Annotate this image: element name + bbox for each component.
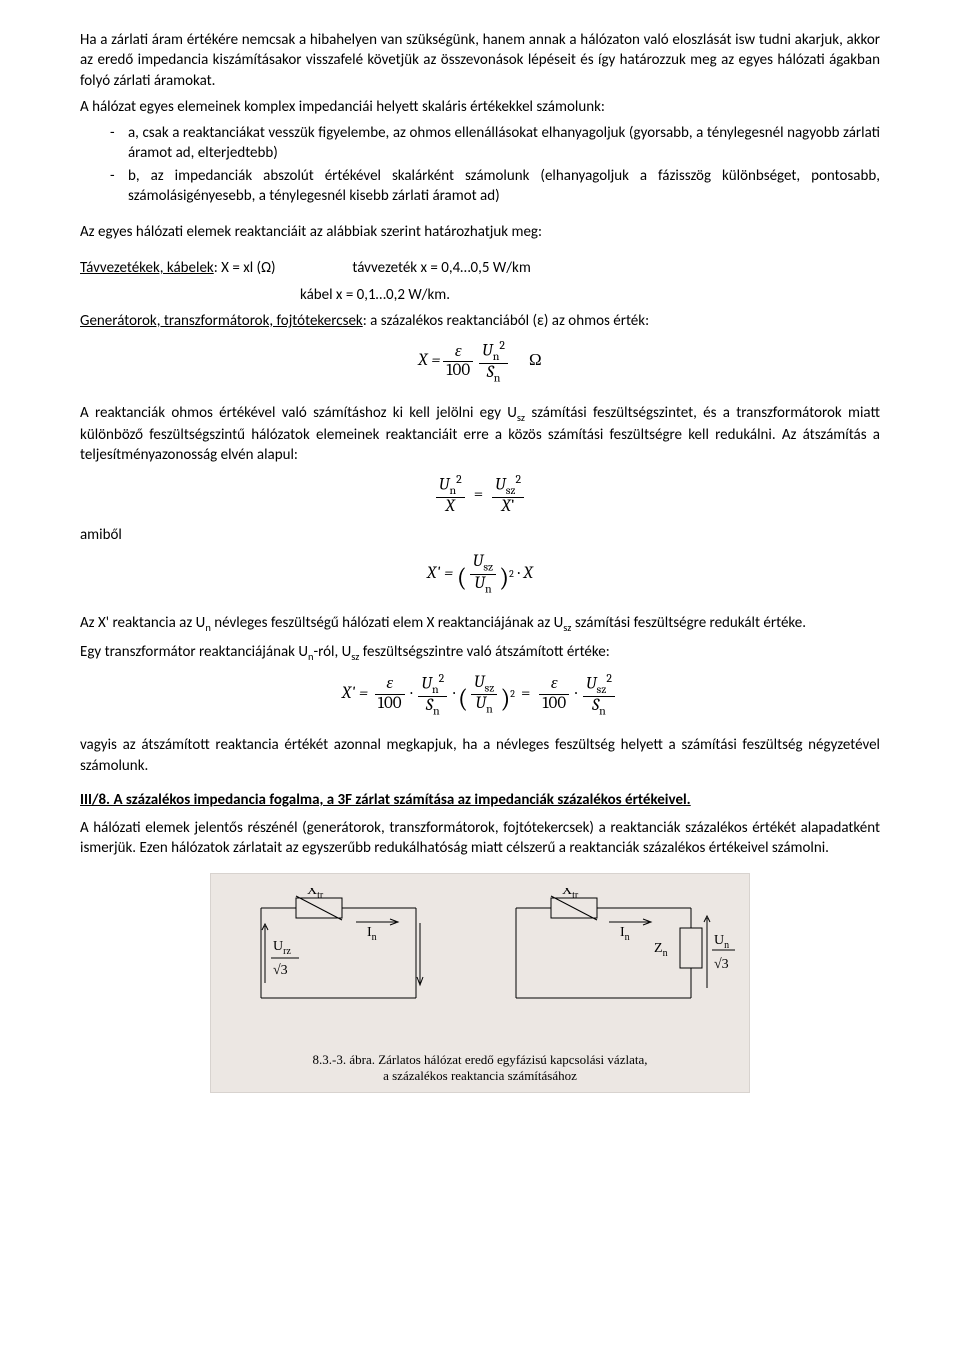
para-percent-intro: A hálózati elemek jelentős részénél (gen… — [80, 818, 880, 859]
value-transmission-formula: : X = xl (Ω) — [214, 259, 276, 277]
formula-power-eq: Un2 X = Usz2 X' — [80, 473, 880, 517]
list-methods: a, csak a reaktanciákat vesszük figyelem… — [80, 123, 880, 206]
line-generators: Generátorok, transzformátorok, fojtóteke… — [80, 311, 880, 331]
svg-text:In: In — [367, 925, 377, 943]
page: Ha a zárlati áram értékére nemcsak a hib… — [40, 0, 920, 1103]
para-intro-1: Ha a zárlati áram értékére nemcsak a hib… — [80, 30, 880, 91]
para-transformer-recalc: Egy transzformátor reaktanciájának Un-ró… — [80, 642, 880, 664]
para-x-prime-desc: Az X' reaktancia az Un névleges feszülts… — [80, 613, 880, 635]
figure-8-3-3: Xtr In Urz √3 Xtr In Zn Un √3 8.3.-3. áb… — [210, 873, 750, 1094]
amibol: amiből — [80, 525, 880, 545]
list-item-a: a, csak a reaktanciákat vesszük figyelem… — [110, 123, 880, 164]
para-reactance-intro: Az egyes hálózati elemek reaktanciáit az… — [80, 222, 880, 242]
section-heading: III/8. A százalékos impedancia fogalma, … — [80, 790, 880, 810]
svg-text:Xtr: Xtr — [307, 888, 324, 901]
formula-x-eps: X = ε 100 Un2 Sn Ω — [80, 339, 880, 385]
line-cable: kábel x = 0,1…0,2 W/km. — [80, 285, 880, 305]
value-transmission-x: távvezeték x = 0,4…0,5 W/km — [352, 259, 530, 277]
label-transmission: Távvezetékek, kábelek — [80, 259, 214, 277]
figure-caption: 8.3.-3. ábra. Zárlatos hálózat eredő egy… — [221, 1052, 739, 1085]
svg-text:Urz: Urz — [273, 939, 291, 957]
svg-text:Zn: Zn — [654, 941, 668, 959]
list-item-b: b, az impedanciák abszolút értékével ska… — [110, 166, 880, 207]
line-transmission: Távvezetékek, kábelek: X = xl (Ω) távvez… — [80, 258, 880, 278]
para-intro-2: A hálózat egyes elemeinek komplex impeda… — [80, 97, 880, 117]
value-generators-text: : a százalékos reaktanciából (ε) az ohmo… — [363, 312, 649, 330]
svg-text:Xtr: Xtr — [562, 888, 579, 901]
svg-text:√3: √3 — [714, 957, 729, 972]
label-generators: Generátorok, transzformátorok, fojtóteke… — [80, 312, 363, 330]
para-conclusion: vagyis az átszámított reaktancia értékét… — [80, 735, 880, 776]
svg-text:In: In — [620, 925, 630, 943]
svg-text:√3: √3 — [273, 963, 288, 978]
formula-x-prime: X' = ( Usz Un )2 · X — [80, 553, 880, 595]
svg-text:Un: Un — [714, 933, 729, 951]
circuit-diagram: Xtr In Urz √3 Xtr In Zn Un √3 — [221, 888, 741, 1038]
para-redux: A reaktanciák ohmos értékével való számí… — [80, 403, 880, 466]
formula-x-prime-full: X' = ε 100 · Un2 Sn · ( Usz Un )2 = ε 10… — [80, 672, 880, 718]
